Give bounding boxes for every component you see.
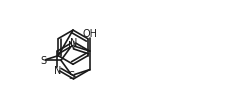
Text: N: N — [68, 41, 76, 51]
Text: S: S — [69, 71, 75, 81]
Text: N: N — [54, 65, 61, 75]
Text: S: S — [40, 56, 46, 66]
Text: N: N — [70, 37, 77, 47]
Text: OH: OH — [82, 29, 97, 39]
